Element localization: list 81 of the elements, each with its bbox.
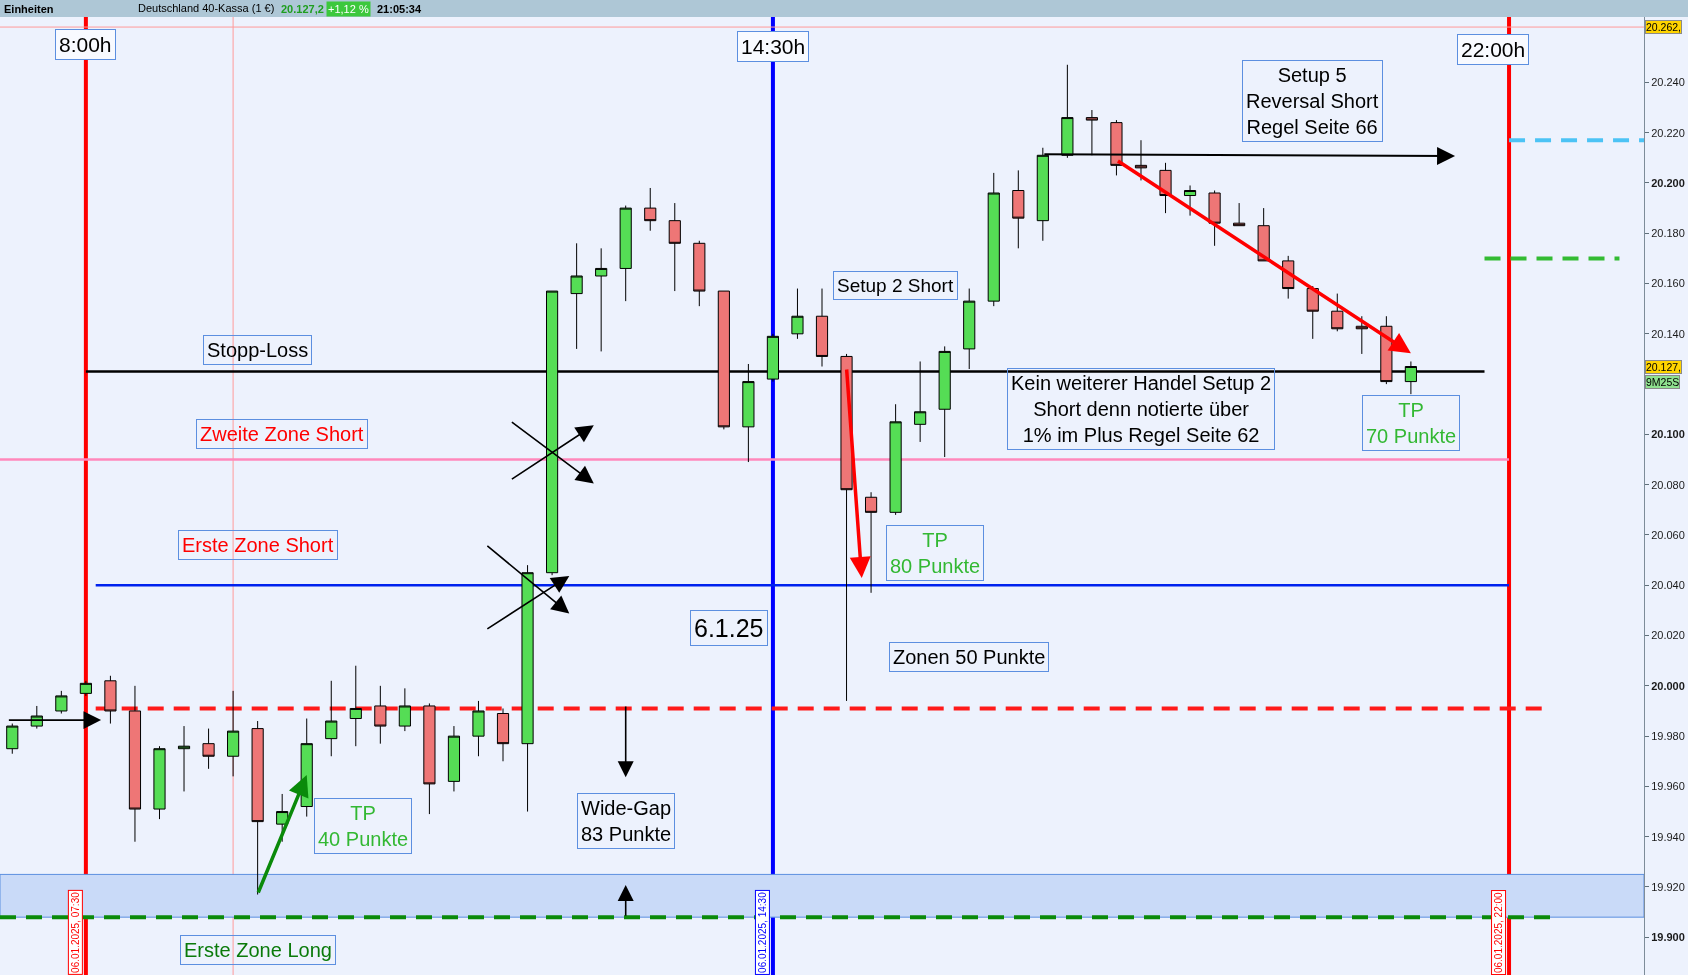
annotation: Zonen 50 Punkte bbox=[893, 646, 1046, 668]
candlestick bbox=[496, 707, 510, 762]
candlestick bbox=[349, 665, 362, 747]
text: 21:05:34 bbox=[377, 3, 422, 15]
annotation: Setup 5 Reversal Short Regel Seite 66 bbox=[1246, 64, 1379, 138]
ref-line-label: 20.262, bbox=[1646, 21, 1682, 33]
candlestick bbox=[79, 680, 92, 697]
y-tick-label: 19.960 bbox=[1651, 780, 1685, 793]
ref-line-label: Erste Zone Long bbox=[184, 939, 332, 961]
candlestick bbox=[693, 240, 706, 307]
text: +1,12 % bbox=[328, 3, 369, 15]
candlestick bbox=[1208, 190, 1221, 247]
annotation: TP 70 Punkte bbox=[1366, 399, 1457, 447]
annotation: Setup 2 Short bbox=[837, 275, 954, 296]
annotation: TP 80 Punkte bbox=[890, 529, 981, 577]
y-tick-label: 20.160 bbox=[1651, 277, 1685, 290]
candlestick bbox=[668, 202, 681, 292]
candlestick bbox=[889, 403, 902, 516]
candlestick bbox=[104, 675, 117, 725]
y-tick-label: 20.080 bbox=[1651, 478, 1685, 491]
candlestick bbox=[55, 690, 68, 714]
candlestick bbox=[423, 702, 436, 815]
candlestick bbox=[325, 680, 338, 757]
candlestick bbox=[815, 288, 829, 368]
candlestick bbox=[1233, 202, 1246, 227]
ref-line-label: Zweite Zone Short bbox=[200, 423, 364, 445]
candlestick bbox=[1183, 184, 1197, 217]
candlestick bbox=[276, 793, 289, 843]
y-tick-label: 20.200 bbox=[1651, 176, 1685, 189]
candlestick bbox=[153, 745, 166, 820]
candlestick bbox=[447, 725, 461, 792]
candlestick bbox=[472, 700, 485, 757]
candlestick bbox=[128, 685, 142, 843]
y-tick-label: 19.920 bbox=[1651, 880, 1685, 893]
candlestick bbox=[227, 690, 240, 777]
annotation: Kein weiterer Handel Setup 2 Short denn notierte über 1% im Plus Regel Seite 62 bbox=[1011, 372, 1272, 446]
annotation: 6.1.25 bbox=[694, 614, 764, 642]
candlestick bbox=[864, 491, 878, 594]
y-tick-label: 19.940 bbox=[1651, 830, 1685, 843]
candlestick bbox=[374, 685, 387, 745]
candlestick bbox=[6, 723, 19, 755]
annotation: TP 40 Punkte bbox=[318, 802, 409, 850]
candlestick bbox=[1331, 293, 1344, 332]
annotation: 22:00h bbox=[1461, 38, 1526, 61]
candlestick bbox=[987, 172, 1000, 307]
text: 20.127,2 bbox=[281, 3, 324, 15]
candlestick bbox=[1012, 169, 1025, 249]
annotation: 06.01.2025, 14:30 bbox=[756, 891, 768, 973]
annotation: 06.01.2025, 07:30 bbox=[69, 891, 81, 973]
y-tick-label: 20.060 bbox=[1651, 528, 1685, 541]
y-tick-label: 19.980 bbox=[1651, 729, 1685, 742]
y-tick-label: 20.100 bbox=[1651, 428, 1685, 441]
y-tick-label: 19.900 bbox=[1651, 931, 1685, 944]
candlestick bbox=[644, 187, 657, 232]
y-tick-label: 20.180 bbox=[1651, 227, 1685, 240]
y-tick-label: 20.220 bbox=[1651, 126, 1685, 139]
candlestick bbox=[570, 242, 583, 350]
y-tick-label: 20.040 bbox=[1651, 579, 1685, 592]
annotation: 20.127, bbox=[1646, 361, 1682, 373]
annotation: 8:00h bbox=[59, 33, 112, 56]
candlestick bbox=[202, 728, 215, 770]
candlestick bbox=[177, 725, 191, 792]
candlestick bbox=[595, 247, 608, 352]
y-tick-label: 20.240 bbox=[1651, 76, 1685, 89]
annotation: 14:30h bbox=[741, 35, 806, 58]
candlestick bbox=[1306, 285, 1319, 340]
candlestick bbox=[791, 288, 804, 340]
candlestick bbox=[1355, 315, 1368, 355]
annotation: 06.01.2025, 22:00 bbox=[1493, 891, 1505, 974]
annotation: Wide-Gap 83 Punkte bbox=[581, 797, 672, 845]
chart-title: Deutschland 40-Kassa (1 €) bbox=[138, 2, 275, 15]
text: Einheiten bbox=[4, 3, 54, 15]
y-tick-label: 20.140 bbox=[1651, 327, 1685, 340]
ref-line-label: Stopp-Loss bbox=[207, 339, 309, 361]
candlestick bbox=[398, 687, 411, 732]
candlestick bbox=[251, 720, 264, 896]
y-tick-label: 20.020 bbox=[1651, 629, 1685, 642]
text: 9M25S bbox=[1646, 376, 1680, 388]
candlestick bbox=[619, 205, 632, 302]
ref-line-label: Erste Zone Short bbox=[182, 534, 334, 556]
y-tick-label: 20.000 bbox=[1651, 679, 1685, 692]
